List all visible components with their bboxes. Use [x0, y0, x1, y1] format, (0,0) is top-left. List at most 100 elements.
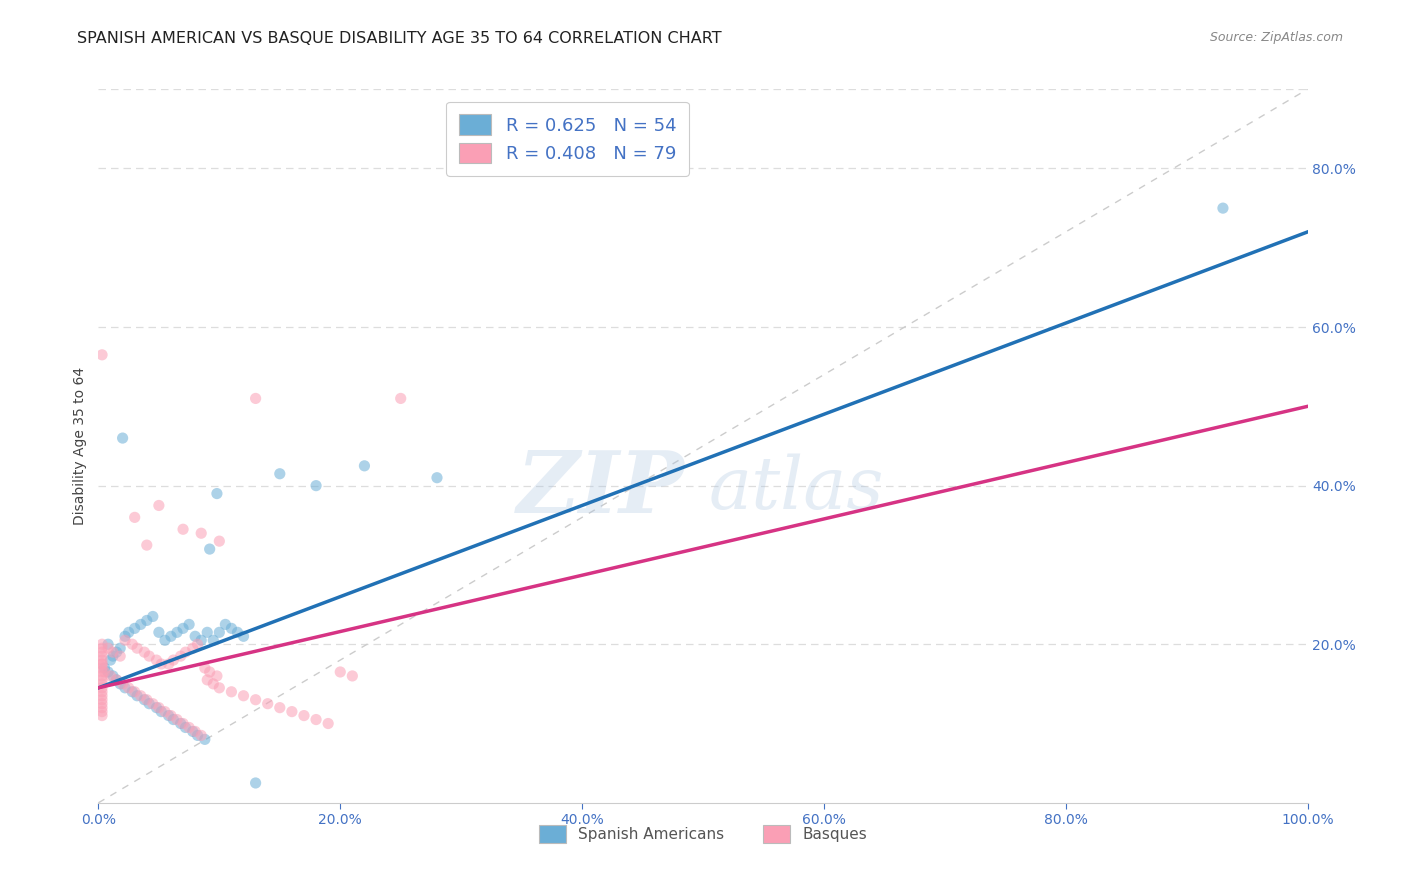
- Point: [162, 653, 184, 667]
- Point: [256, 697, 278, 711]
- Point: [114, 681, 136, 695]
- Point: [221, 621, 243, 635]
- Point: [101, 649, 124, 664]
- Point: [91, 649, 114, 664]
- Point: [105, 673, 128, 687]
- Point: [91, 673, 114, 687]
- Point: [91, 657, 114, 671]
- Point: [91, 637, 114, 651]
- Point: [174, 645, 197, 659]
- Point: [194, 732, 217, 747]
- Point: [160, 629, 183, 643]
- Point: [184, 629, 207, 643]
- Point: [221, 685, 243, 699]
- Point: [111, 431, 134, 445]
- Point: [198, 665, 221, 679]
- Point: [160, 708, 183, 723]
- Point: [105, 673, 128, 687]
- Point: [97, 637, 120, 651]
- Point: [389, 392, 412, 406]
- Point: [145, 700, 167, 714]
- Point: [208, 625, 231, 640]
- Point: [108, 641, 131, 656]
- Point: [172, 621, 194, 635]
- Point: [114, 629, 136, 643]
- Point: [179, 617, 201, 632]
- Point: [148, 625, 170, 640]
- Point: [118, 625, 141, 640]
- Point: [187, 728, 209, 742]
- Point: [124, 621, 146, 635]
- Text: ZIP: ZIP: [517, 447, 685, 531]
- Point: [127, 641, 149, 656]
- Point: [91, 641, 114, 656]
- Point: [153, 633, 176, 648]
- Point: [194, 661, 217, 675]
- Point: [187, 637, 209, 651]
- Point: [91, 685, 114, 699]
- Point: [135, 692, 157, 706]
- Point: [232, 689, 254, 703]
- Point: [157, 708, 180, 723]
- Point: [97, 641, 120, 656]
- Point: [91, 705, 114, 719]
- Point: [208, 534, 231, 549]
- Point: [135, 614, 157, 628]
- Point: [329, 665, 352, 679]
- Point: [202, 633, 225, 648]
- Point: [342, 669, 364, 683]
- Point: [198, 542, 221, 557]
- Point: [93, 661, 115, 675]
- Point: [226, 625, 249, 640]
- Point: [174, 721, 197, 735]
- Point: [316, 716, 339, 731]
- Point: [269, 467, 291, 481]
- Point: [91, 645, 114, 659]
- Point: [100, 669, 122, 683]
- Point: [91, 700, 114, 714]
- Point: [91, 653, 114, 667]
- Point: [190, 728, 212, 742]
- Point: [108, 677, 131, 691]
- Point: [91, 657, 114, 671]
- Point: [124, 685, 146, 699]
- Point: [169, 649, 191, 664]
- Point: [184, 724, 207, 739]
- Point: [202, 677, 225, 691]
- Point: [91, 348, 114, 362]
- Point: [114, 633, 136, 648]
- Point: [111, 677, 134, 691]
- Text: Source: ZipAtlas.com: Source: ZipAtlas.com: [1209, 31, 1343, 45]
- Point: [101, 645, 124, 659]
- Point: [91, 692, 114, 706]
- Point: [101, 669, 124, 683]
- Point: [91, 708, 114, 723]
- Y-axis label: Disability Age 35 to 64: Disability Age 35 to 64: [73, 367, 87, 525]
- Point: [129, 617, 152, 632]
- Text: atlas: atlas: [709, 453, 884, 524]
- Point: [305, 478, 328, 492]
- Point: [1212, 201, 1234, 215]
- Point: [195, 673, 218, 687]
- Point: [134, 645, 156, 659]
- Point: [269, 700, 291, 714]
- Point: [91, 665, 114, 679]
- Point: [245, 692, 267, 706]
- Point: [91, 697, 114, 711]
- Point: [166, 713, 188, 727]
- Point: [292, 708, 315, 723]
- Point: [426, 471, 449, 485]
- Point: [134, 692, 156, 706]
- Point: [93, 665, 115, 679]
- Point: [208, 681, 231, 695]
- Legend: Spanish Americans, Basques: Spanish Americans, Basques: [533, 819, 873, 848]
- Point: [232, 629, 254, 643]
- Point: [214, 617, 236, 632]
- Point: [91, 677, 114, 691]
- Point: [179, 721, 201, 735]
- Point: [190, 526, 212, 541]
- Point: [166, 625, 188, 640]
- Text: SPANISH AMERICAN VS BASQUE DISABILITY AGE 35 TO 64 CORRELATION CHART: SPANISH AMERICAN VS BASQUE DISABILITY AG…: [77, 31, 721, 46]
- Point: [142, 609, 165, 624]
- Point: [105, 645, 128, 659]
